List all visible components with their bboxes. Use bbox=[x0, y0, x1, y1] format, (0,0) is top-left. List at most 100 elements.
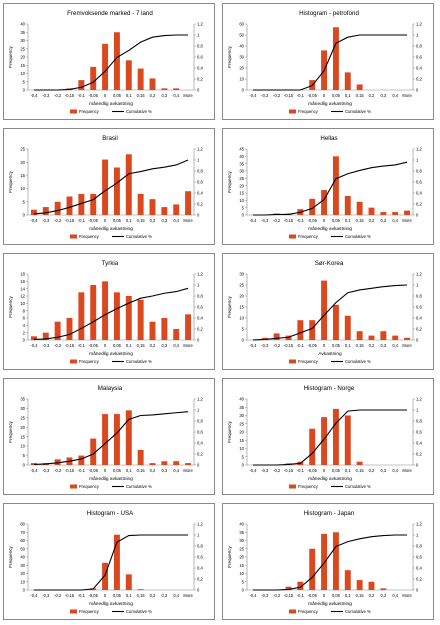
x-tick-label: -0,3 bbox=[261, 218, 269, 223]
x-tick-label: 0,3 bbox=[381, 218, 387, 223]
y2-tick-label: 0,6 bbox=[416, 55, 422, 60]
y2-tick-label: 0,4 bbox=[197, 191, 203, 196]
x-tick-label: 0,15 bbox=[356, 468, 365, 473]
x-tick-label: -0,15 bbox=[65, 468, 75, 473]
frequency-bar bbox=[321, 417, 328, 465]
frequency-bar bbox=[78, 193, 85, 215]
x-tick-label: 0,3 bbox=[162, 93, 168, 98]
x-tick-label: -0,1 bbox=[297, 218, 305, 223]
x-tick-label: 0,15 bbox=[356, 343, 365, 348]
frequency-bar bbox=[356, 331, 363, 340]
legend-frequency-label: Frequency bbox=[79, 484, 100, 489]
x-tick-label: -0,3 bbox=[261, 468, 269, 473]
chart-title: Sør-Korea bbox=[315, 260, 344, 267]
y2-tick-label: 0,2 bbox=[416, 202, 422, 207]
x-tick-label: More bbox=[183, 468, 193, 473]
y-tick-label: 50 bbox=[239, 33, 244, 38]
x-tick-label: More bbox=[402, 218, 412, 223]
y2-tick-label: 0,6 bbox=[197, 55, 203, 60]
y-tick-label: 35 bbox=[239, 530, 244, 535]
frequency-bar bbox=[332, 408, 339, 465]
y-tick-label: 20 bbox=[20, 55, 25, 60]
x-tick-label: -0,1 bbox=[78, 218, 86, 223]
x-tick-label: -0,3 bbox=[261, 343, 269, 348]
chart-panel: Histogram - petrofond 0 10 20 30 40 50 60 0 0,2 0,… bbox=[222, 3, 434, 120]
x-tick-label: -0,3 bbox=[261, 593, 269, 598]
x-tick-label: -0,1 bbox=[78, 93, 86, 98]
y2-tick-label: 1,2 bbox=[416, 522, 422, 527]
frequency-bar bbox=[392, 212, 399, 215]
x-tick-label: 0,1 bbox=[345, 468, 351, 473]
y-tick-label: 35 bbox=[20, 30, 25, 35]
frequency-bar bbox=[321, 190, 328, 215]
x-axis-label: månedlig avkastning bbox=[89, 475, 133, 482]
y-tick-label: 20 bbox=[20, 425, 25, 430]
y-tick-label: 10 bbox=[239, 316, 244, 321]
x-tick-label: 0,4 bbox=[173, 468, 179, 473]
chart-title: Histogram - petrofond bbox=[299, 10, 359, 17]
frequency-bar bbox=[54, 321, 61, 340]
y-tick-label: 10 bbox=[20, 71, 25, 76]
frequency-bar bbox=[54, 459, 61, 465]
y2-tick-label: 0,4 bbox=[197, 441, 203, 446]
y-tick-label: 10 bbox=[239, 77, 244, 82]
frequency-bar bbox=[344, 72, 351, 90]
x-tick-label: -0,15 bbox=[284, 593, 294, 598]
chart-panel: Histogram - USA 0 10 20 30 40 50 60 70 80 0 0,2 0,4 0… bbox=[3, 503, 215, 620]
x-tick-label: 0,4 bbox=[392, 593, 398, 598]
x-axis-label: månedlig avkastning bbox=[308, 600, 352, 607]
chart-svg: Sør-Korea 0 5 10 15 20 25 30 0 0,2 0,4 0,6 0,8 1 1,2 Fr… bbox=[227, 260, 422, 364]
frequency-bar bbox=[173, 461, 180, 465]
y2-tick-label: 0,8 bbox=[197, 419, 203, 424]
x-axis-label: Avkastning bbox=[318, 351, 342, 357]
frequency-bar bbox=[90, 285, 97, 340]
frequency-bar bbox=[90, 66, 97, 90]
legend-frequency-swatch bbox=[70, 484, 77, 489]
x-tick-label: 0,4 bbox=[173, 593, 179, 598]
y2-tick-label: 0,2 bbox=[197, 577, 203, 582]
x-tick-label: -0,1 bbox=[78, 343, 86, 348]
x-tick-label: -0,05 bbox=[89, 468, 99, 473]
chart-svg: Histogram - USA0102030405060708000,20,40… bbox=[8, 510, 203, 614]
y2-tick-label: 0,2 bbox=[197, 202, 203, 207]
x-axis-label: månedlig avkastning bbox=[308, 225, 352, 232]
x-tick-label: -0,05 bbox=[89, 93, 99, 98]
x-tick-label: -0,2 bbox=[54, 218, 62, 223]
frequency-bar bbox=[113, 534, 120, 590]
y-axis-label: Frequency bbox=[8, 420, 13, 442]
y2-tick-label: 0,4 bbox=[197, 566, 203, 571]
frequency-bar bbox=[368, 581, 375, 590]
x-tick-label: -0,1 bbox=[78, 593, 86, 598]
y2-tick-label: 0,2 bbox=[197, 327, 203, 332]
frequency-bar bbox=[137, 299, 144, 340]
y2-tick-label: 1,2 bbox=[197, 147, 203, 152]
x-tick-label: 0,3 bbox=[381, 343, 387, 348]
frequency-bar bbox=[78, 455, 85, 465]
x-tick-label: 0,05 bbox=[113, 343, 122, 348]
y-tick-label: 15 bbox=[239, 305, 244, 310]
frequency-bar bbox=[309, 198, 316, 215]
x-tick-label: 0,1 bbox=[126, 468, 132, 473]
y-tick-label: 5 bbox=[242, 327, 245, 332]
chart-title: Histogram - Japan bbox=[304, 510, 355, 517]
x-tick-label: More bbox=[183, 593, 193, 598]
frequency-bar bbox=[185, 191, 192, 215]
frequency-bar bbox=[273, 333, 280, 340]
frequency-bar bbox=[297, 581, 304, 590]
x-tick-label: -0,4 bbox=[249, 343, 257, 348]
y2-tick-label: 1 bbox=[197, 158, 200, 163]
y2-tick-label: 0 bbox=[197, 463, 200, 468]
x-tick-label: 0,3 bbox=[381, 93, 387, 98]
y-axis-label: Frequency bbox=[227, 295, 232, 317]
frequency-bar bbox=[102, 43, 109, 90]
x-tick-label: 0,05 bbox=[113, 468, 122, 473]
frequency-bar bbox=[368, 335, 375, 340]
x-tick-label: 0,05 bbox=[113, 93, 122, 98]
frequency-bar bbox=[102, 281, 109, 340]
x-tick-label: 0,2 bbox=[150, 218, 156, 223]
y-axis-label: Frequency bbox=[227, 170, 232, 192]
chart-title: Hellas bbox=[320, 135, 337, 142]
chart-svg: Histogram - Japan051015202530354000,20,4… bbox=[227, 510, 422, 614]
frequency-bar bbox=[380, 588, 387, 590]
